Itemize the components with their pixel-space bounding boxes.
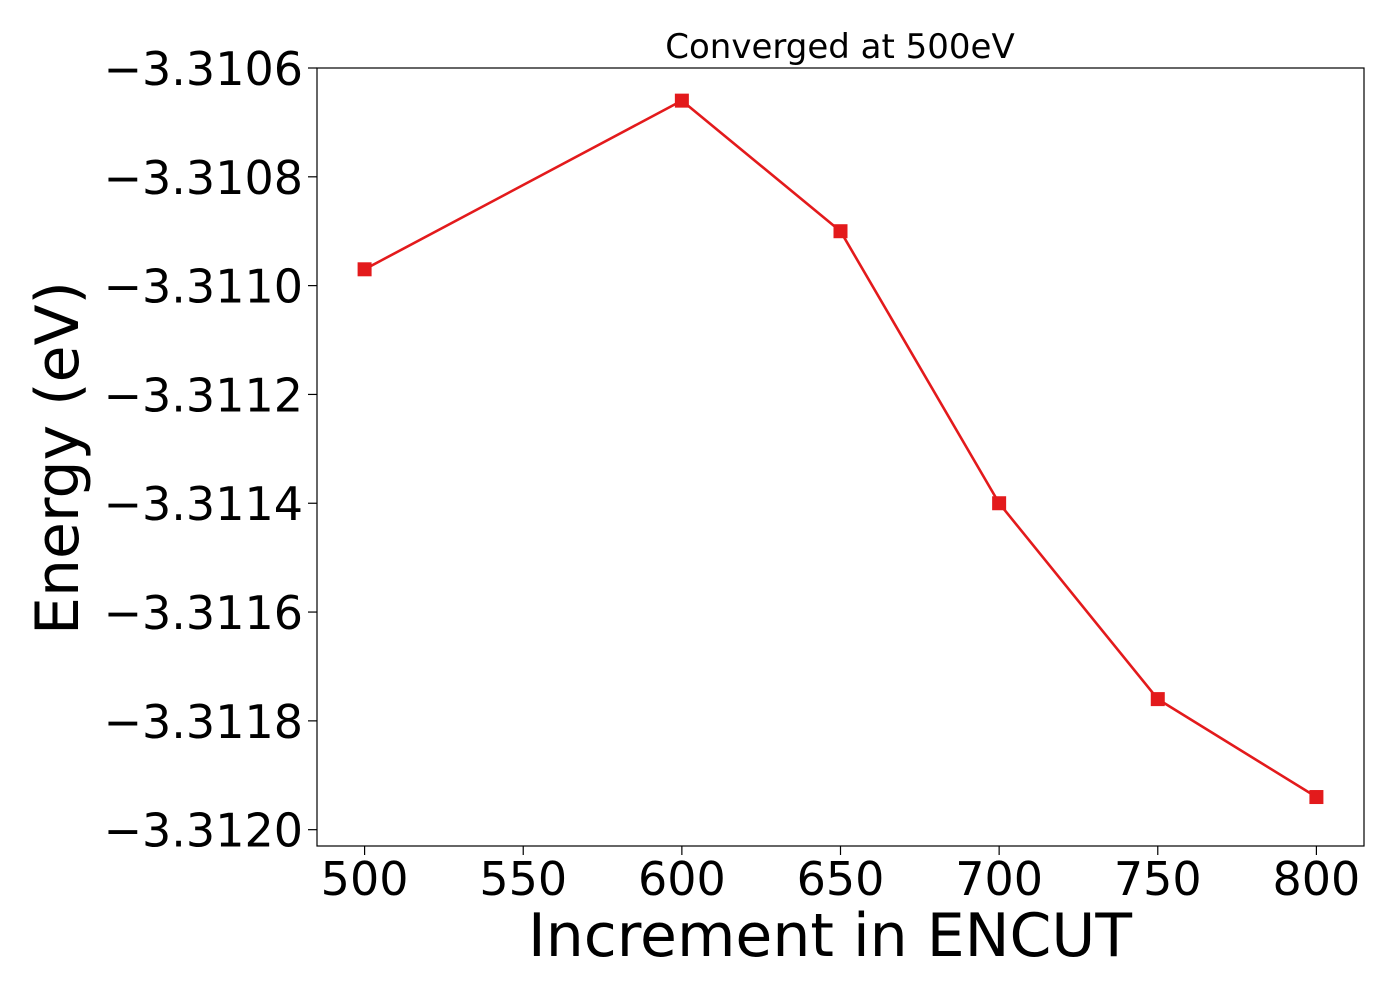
data-point-marker: [357, 262, 372, 277]
y-tick-label: −3.3112: [104, 368, 304, 422]
data-point-marker: [1150, 692, 1165, 707]
y-axis-ticks: −3.3106 −3.3108 −3.3110 −3.3112 −3.3114 −3.31…: [104, 42, 317, 858]
x-tick-label: 800: [1273, 852, 1361, 906]
x-tick-label: 700: [955, 852, 1043, 906]
series-line: [363, 99, 1318, 799]
x-axis-ticks: 500 550 600 650 700 750 800: [321, 846, 1361, 906]
x-tick-label: 500: [321, 852, 409, 906]
x-axis-label: Increment in ENCUT: [528, 901, 1132, 971]
y-axis-label: Energy (eV): [23, 281, 93, 635]
x-tick-label: 600: [638, 852, 726, 906]
y-tick-label: −3.3114: [104, 477, 304, 531]
chart-title: Converged at 500eV: [665, 27, 1014, 67]
data-point-marker: [674, 93, 689, 108]
data-point-marker: [833, 224, 848, 239]
x-tick-label: 750: [1114, 852, 1202, 906]
y-tick-label: −3.3106: [104, 42, 304, 96]
data-point-marker: [1309, 790, 1324, 805]
series-layer: [357, 93, 1324, 805]
y-tick-label: −3.3116: [104, 586, 304, 640]
y-tick-label: −3.3118: [104, 695, 304, 749]
y-tick-label: −3.3110: [104, 260, 304, 314]
y-tick-label: −3.3120: [104, 804, 304, 858]
x-tick-label: 650: [797, 852, 885, 906]
data-point-marker: [992, 496, 1007, 511]
x-tick-label: 550: [479, 852, 567, 906]
y-tick-label: −3.3108: [104, 151, 304, 205]
